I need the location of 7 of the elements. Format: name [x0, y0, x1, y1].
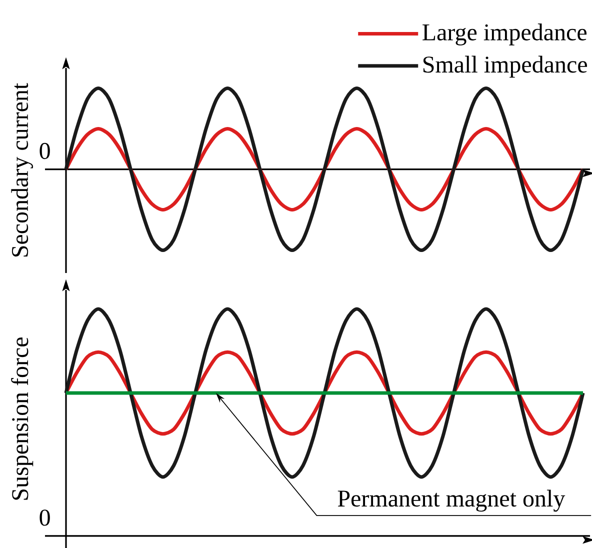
annotation: 0: [40, 510, 50, 526]
annotation: Permanent magnet only: [338, 490, 566, 512]
legend-label: Small impedance: [423, 56, 587, 78]
y-axis-title: Secondary current: [11, 82, 34, 257]
legend-label: Large impedance: [422, 24, 587, 46]
annotation: 0: [40, 142, 50, 160]
y-axis-title: Suspension force: [11, 338, 34, 500]
